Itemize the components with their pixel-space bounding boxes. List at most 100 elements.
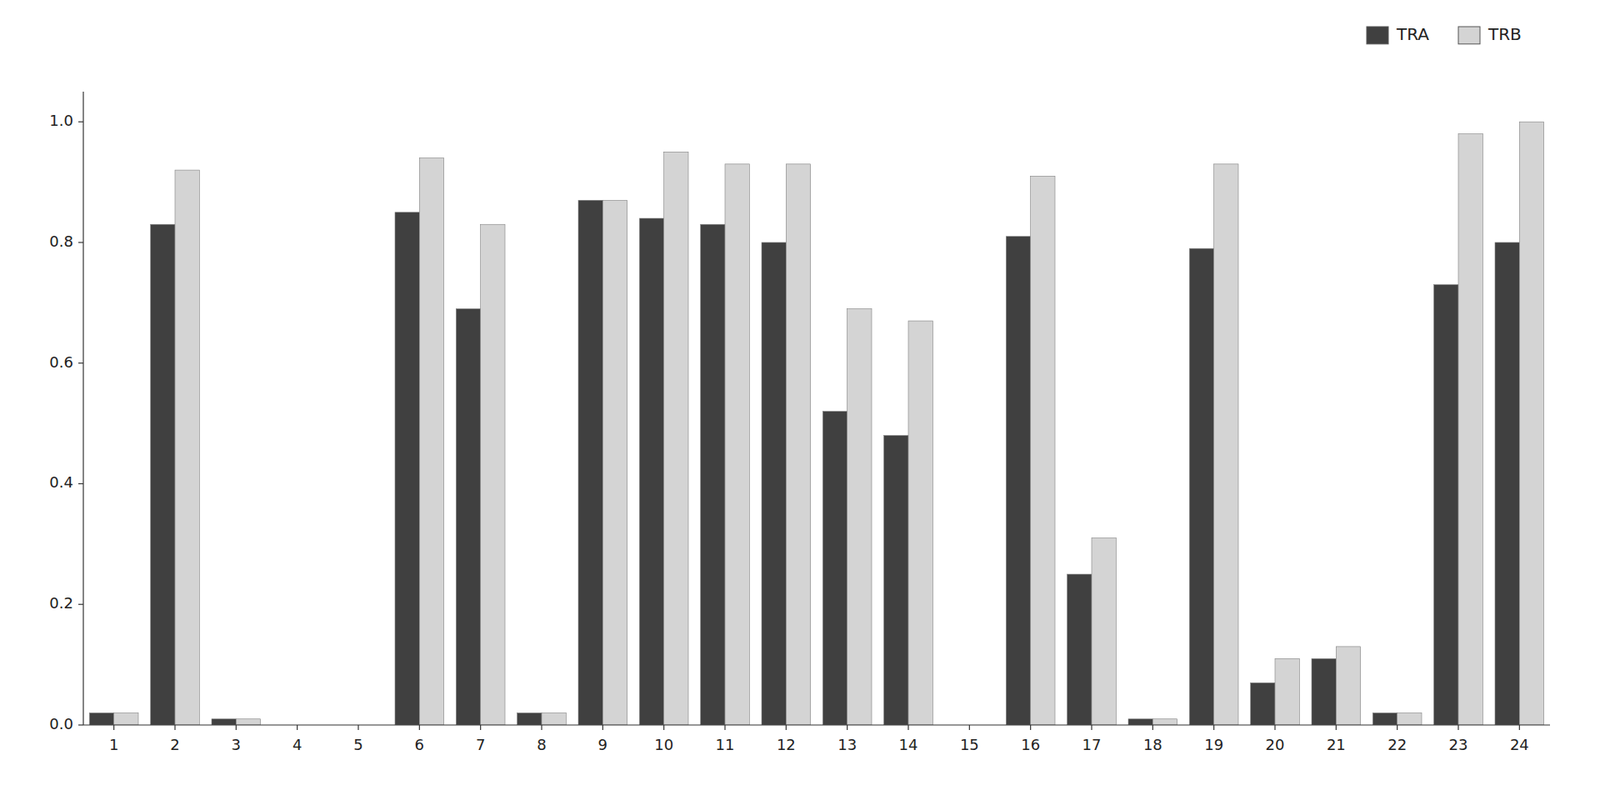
x-tick <box>1090 725 1092 730</box>
y-tick <box>78 362 84 364</box>
bar <box>1397 713 1422 725</box>
x-tick-label: 8 <box>536 735 546 754</box>
x-tick <box>602 725 604 730</box>
x-tick-label: 15 <box>960 735 980 754</box>
x-tick <box>174 725 175 730</box>
y-tick-label: 0.6 <box>49 353 74 371</box>
x-tick-label: 13 <box>837 735 857 754</box>
x-tick-label: 18 <box>1143 735 1163 754</box>
bar <box>1214 164 1239 725</box>
x-tick <box>1335 725 1337 730</box>
bar <box>761 242 786 725</box>
x-tick-label: 4 <box>292 735 302 754</box>
x-tick <box>1152 725 1154 730</box>
bar <box>150 224 175 725</box>
x-tick-label: 11 <box>715 735 735 754</box>
x-tick-label: 21 <box>1326 735 1346 754</box>
bar <box>1519 121 1544 725</box>
legend-label: TRB <box>1487 24 1522 45</box>
x-tick <box>296 725 298 730</box>
y-tick <box>78 241 84 243</box>
x-tick-label: 5 <box>353 735 363 754</box>
x-tick-label: 9 <box>598 735 608 754</box>
bar <box>884 435 909 725</box>
bar <box>419 158 444 725</box>
x-tick <box>480 725 481 730</box>
legend-label: TRA <box>1395 24 1430 45</box>
x-tick <box>419 725 420 730</box>
x-tick-label: 24 <box>1510 735 1530 754</box>
y-tick-label: 1.0 <box>49 111 74 130</box>
x-tick-label: 1 <box>109 735 119 754</box>
y-tick-label: 0.8 <box>49 232 74 250</box>
bar <box>89 713 114 725</box>
legend-swatch <box>1366 26 1389 45</box>
y-tick-label: 0.0 <box>49 715 74 733</box>
bar <box>1152 719 1177 725</box>
x-tick-label: 3 <box>231 735 241 754</box>
x-tick-label: 2 <box>170 735 180 754</box>
x-tick <box>1396 725 1398 730</box>
bar <box>1250 682 1275 725</box>
bar <box>1311 658 1336 725</box>
bar <box>480 224 505 725</box>
bar <box>664 151 689 725</box>
x-tick-label: 10 <box>654 735 674 754</box>
bar <box>1495 242 1520 725</box>
chart-svg: 0.00.20.40.60.81.01234567891011121314151… <box>0 0 1600 800</box>
bar <box>517 713 542 725</box>
bar <box>1030 175 1055 725</box>
x-tick-label: 19 <box>1204 735 1224 754</box>
x-tick <box>724 725 725 730</box>
x-tick <box>1274 725 1275 730</box>
bar <box>1067 574 1092 725</box>
x-tick-label: 17 <box>1082 735 1102 754</box>
bar <box>602 200 627 725</box>
x-tick <box>663 725 665 730</box>
chart-container: 0.00.20.40.60.81.01234567891011121314151… <box>0 0 1600 800</box>
x-tick <box>113 725 115 730</box>
x-tick <box>235 725 237 730</box>
bar <box>785 164 810 725</box>
x-tick-label: 7 <box>475 735 485 754</box>
bar <box>822 411 847 725</box>
x-tick <box>969 725 970 730</box>
bar <box>114 713 139 725</box>
y-tick-label: 0.4 <box>49 473 74 491</box>
x-tick <box>907 725 909 730</box>
bar <box>235 719 260 725</box>
legend: TRA TRB <box>1366 24 1522 45</box>
x-tick <box>846 725 848 730</box>
x-tick-label: 14 <box>899 735 919 754</box>
bar <box>1372 713 1397 725</box>
bar <box>908 320 933 725</box>
bar <box>1091 538 1116 725</box>
x-tick <box>1213 725 1215 730</box>
x-tick <box>357 725 359 730</box>
bars <box>89 121 1544 725</box>
bar <box>211 719 236 725</box>
x-tick <box>1519 725 1520 730</box>
y-axis-line <box>82 91 84 725</box>
y-tick <box>78 121 84 123</box>
bar <box>1458 134 1483 725</box>
bar <box>1335 646 1360 725</box>
x-tick <box>785 725 787 730</box>
bar <box>639 218 664 725</box>
x-tick <box>1030 725 1031 730</box>
bar <box>1128 719 1153 725</box>
bar <box>847 309 872 725</box>
x-tick-label: 23 <box>1449 735 1469 754</box>
x-tick-label: 16 <box>1020 735 1040 754</box>
bar <box>175 170 200 725</box>
bar <box>1275 658 1300 725</box>
legend-swatch <box>1458 26 1480 45</box>
y-tick <box>78 604 84 605</box>
bar <box>395 212 420 725</box>
bar <box>541 713 566 725</box>
y-tick-label: 0.2 <box>49 594 74 612</box>
x-tick <box>540 725 542 730</box>
bar <box>578 200 603 725</box>
bar <box>1189 248 1214 725</box>
bar <box>1434 285 1459 725</box>
